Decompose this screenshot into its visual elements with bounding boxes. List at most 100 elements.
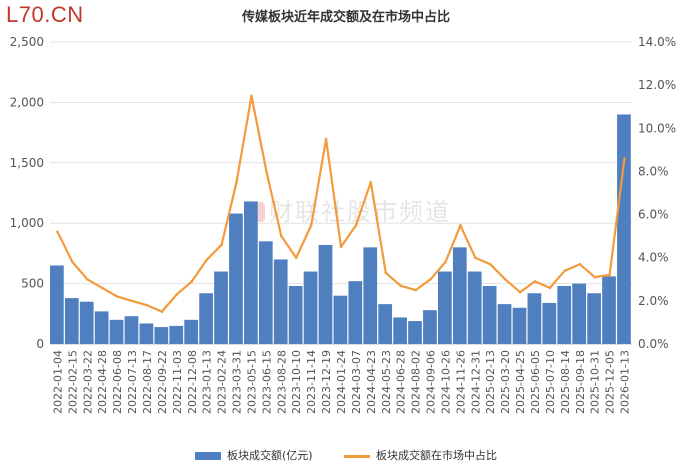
x-tick-label: 2025-03-20	[499, 350, 512, 414]
x-tick-label: 2023-10-10	[290, 350, 303, 414]
watermark-text: 财联社股市频道	[269, 198, 451, 226]
x-tick-label: 2023-03-31	[231, 350, 244, 414]
bar	[154, 327, 169, 344]
line-point	[503, 277, 507, 281]
bar	[333, 295, 348, 344]
line-point	[414, 288, 417, 292]
bar	[393, 317, 407, 344]
brand-logo: L70.CN	[6, 2, 84, 27]
line-point	[444, 260, 447, 264]
line-point	[235, 180, 238, 184]
bar	[497, 304, 512, 344]
x-tick-label: 2022-11-03	[171, 350, 184, 414]
x-tick-label: 2025-10-31	[589, 350, 602, 414]
x-tick-label: 2024-10-26	[439, 350, 452, 414]
x-tick-label: 2025-07-10	[544, 350, 557, 414]
y-left-tick-label: 1,000	[10, 216, 44, 230]
legend-item-line: 板块成交额在市场中占比	[344, 447, 497, 463]
bar	[587, 293, 601, 344]
line-point	[100, 286, 104, 290]
legend: 板块成交额(亿元) 板块成交额在市场中占比	[0, 447, 692, 463]
bar	[542, 302, 557, 344]
x-tick-label: 2024-11-26	[454, 350, 467, 414]
x-tick-label: 2023-02-24	[216, 350, 229, 414]
line-point	[369, 180, 373, 184]
x-tick-label: 2024-03-07	[350, 350, 363, 414]
line-point	[265, 170, 268, 173]
bar	[273, 259, 288, 344]
legend-label-bar: 板块成交额(亿元)	[226, 449, 313, 462]
bar	[512, 307, 527, 344]
x-tick-label: 2022-02-15	[66, 350, 79, 414]
line-point	[548, 286, 552, 290]
legend-swatch-bar	[194, 452, 221, 460]
bar	[527, 293, 542, 344]
line-point	[309, 224, 313, 227]
bar	[64, 298, 79, 344]
x-tick-label: 2026-01-13	[619, 350, 632, 414]
bar	[363, 247, 378, 344]
y-left-tick-label: 500	[21, 277, 44, 291]
legend-item-bar: 板块成交额(亿元)	[194, 447, 313, 463]
bar	[244, 201, 258, 344]
x-tick-label: 2022-09-22	[156, 350, 169, 414]
x-tick-label: 2024-05-23	[380, 350, 393, 414]
bar	[378, 304, 393, 344]
line-point	[384, 271, 388, 275]
x-tick-label: 2025-06-05	[529, 350, 542, 414]
x-tick-label: 2025-12-05	[604, 350, 617, 414]
line-point	[324, 137, 328, 141]
bar	[303, 271, 318, 344]
y-right-tick-label: 2.0%	[638, 294, 669, 308]
y-right-tick-label: 4.0%	[638, 251, 669, 265]
bar	[199, 293, 213, 344]
bar	[318, 244, 333, 344]
y-right-tick-label: 10.0%	[638, 121, 676, 135]
line-point	[56, 230, 59, 234]
line-point	[354, 224, 358, 227]
line-point	[578, 262, 582, 266]
x-tick-label: 2024-01-24	[335, 350, 348, 414]
y-right-tick-label: 14.0%	[638, 35, 676, 49]
line-point	[190, 280, 194, 283]
x-tick-label: 2024-04-23	[365, 350, 378, 414]
x-tick-label: 2022-04-28	[96, 350, 109, 414]
y-right-tick-label: 8.0%	[638, 164, 669, 178]
line-point	[518, 290, 522, 294]
bar	[438, 271, 452, 344]
x-tick-label: 2023-01-13	[201, 350, 214, 414]
y-left-tick-label: 1,500	[10, 156, 44, 170]
x-tick-label: 2025-08-14	[559, 350, 572, 414]
x-tick-label: 2025-02-13	[484, 350, 497, 414]
bar	[94, 311, 109, 344]
bar	[124, 316, 139, 344]
line-point	[563, 269, 567, 272]
bar	[169, 325, 184, 344]
line-point	[533, 280, 537, 283]
x-tick-label: 2023-08-28	[275, 350, 288, 414]
x-tick-label: 2022-08-17	[141, 350, 154, 414]
line-point	[71, 260, 74, 264]
y-right-tick-label: 6.0%	[638, 208, 669, 222]
line-point	[160, 310, 164, 313]
x-tick-label: 2022-12-08	[186, 350, 199, 414]
line-point	[250, 94, 253, 98]
line-point	[145, 303, 149, 307]
bar	[109, 319, 124, 344]
bar	[214, 271, 228, 344]
y-left-tick-label: 2,500	[10, 35, 44, 49]
x-tick-label: 2022-03-22	[81, 350, 94, 414]
line-point	[339, 245, 343, 249]
bar	[572, 283, 587, 344]
x-tick-label: 2023-12-19	[320, 350, 333, 414]
bar	[50, 265, 64, 344]
line-point	[399, 284, 402, 288]
line-point	[115, 295, 119, 298]
legend-label-line: 板块成交额在市场中占比	[376, 449, 498, 462]
bar	[467, 271, 482, 344]
x-tick-label: 2025-09-18	[574, 350, 587, 414]
x-tick-label: 2024-12-31	[469, 350, 482, 414]
line-point	[593, 275, 596, 279]
bar	[288, 286, 303, 344]
